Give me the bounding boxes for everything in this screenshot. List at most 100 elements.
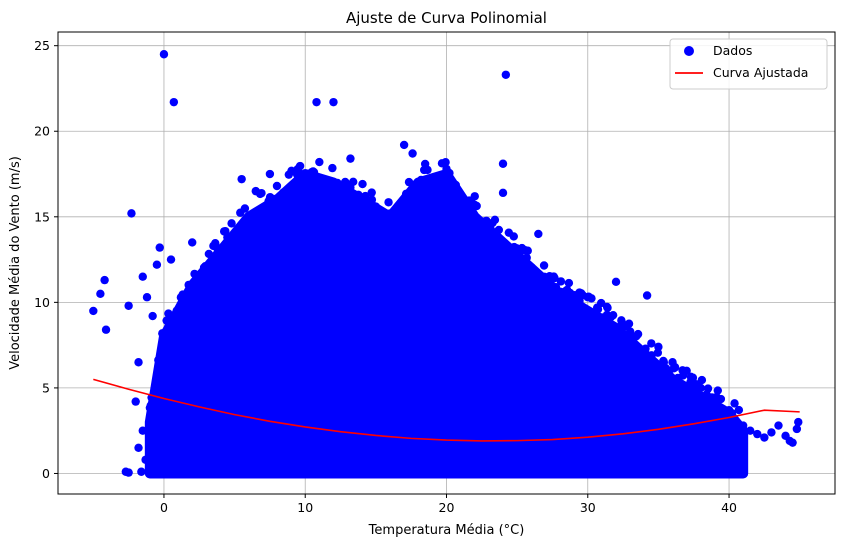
data-point: [377, 220, 386, 229]
data-point: [316, 179, 325, 189]
data-point: [420, 159, 430, 169]
data-point: [651, 365, 661, 374]
data-point: [463, 205, 472, 215]
data-point: [142, 293, 152, 302]
data-point: [451, 180, 460, 190]
data-point: [333, 190, 343, 200]
data-point: [181, 463, 191, 472]
data-point: [212, 465, 222, 475]
data-point: [676, 393, 685, 403]
data-point: [101, 325, 111, 334]
data-point: [358, 179, 367, 189]
data-point: [213, 247, 222, 256]
data-point: [131, 397, 140, 406]
data-point: [446, 196, 456, 206]
data-point: [417, 468, 426, 477]
data-point: [465, 468, 474, 477]
data-point: [309, 168, 319, 177]
data-point: [176, 305, 186, 314]
data-point: [682, 402, 692, 411]
data-point: [690, 401, 699, 411]
data-point: [165, 321, 175, 330]
data-point: [411, 181, 420, 190]
data-point: [498, 188, 508, 198]
data-point: [452, 191, 462, 201]
data-point: [315, 157, 324, 167]
data-point: [496, 241, 506, 251]
data-point: [496, 465, 505, 475]
data-point: [159, 50, 169, 59]
data-point: [520, 272, 529, 281]
data-point: [239, 464, 248, 473]
data-point: [270, 462, 280, 472]
data-point: [654, 342, 663, 352]
data-point: [237, 174, 246, 184]
legend-label-dados: Dados: [713, 43, 752, 58]
data-point: [251, 186, 260, 196]
data-point: [134, 443, 143, 452]
data-point: [442, 181, 451, 190]
data-point: [124, 301, 133, 310]
data-point: [293, 164, 303, 174]
data-point: [575, 296, 584, 305]
data-point: [188, 238, 197, 247]
data-point: [384, 198, 393, 207]
data-point: [572, 314, 582, 324]
data-point: [705, 462, 714, 471]
data-point: [559, 310, 569, 320]
data-point: [296, 465, 306, 474]
data-point: [127, 209, 136, 218]
data-point: [190, 269, 199, 279]
data-point: [134, 358, 143, 367]
data-point: [519, 464, 528, 473]
data-point: [355, 201, 365, 211]
data-point: [456, 204, 465, 213]
data-point: [385, 231, 394, 240]
data-point: [606, 334, 615, 343]
data-point: [570, 291, 579, 300]
data-point: [363, 207, 372, 216]
data-point: [682, 366, 691, 375]
data-point: [329, 97, 338, 107]
data-point: [673, 464, 682, 473]
data-point: [157, 467, 167, 477]
data-point: [691, 390, 700, 400]
data-point: [632, 466, 641, 475]
data-point: [561, 463, 570, 472]
data-point: [290, 193, 299, 203]
x-tick-label: 20: [439, 500, 455, 515]
data-point: [614, 346, 624, 356]
data-point: [527, 268, 536, 277]
data-point: [629, 343, 639, 352]
data-point: [357, 213, 367, 222]
data-point: [470, 200, 480, 210]
x-axis-ticks: 0 10 20 30 40: [160, 494, 737, 515]
data-point: [608, 310, 618, 320]
data-point: [146, 428, 155, 438]
data-point: [624, 463, 634, 472]
y-tick-label: 20: [34, 124, 50, 139]
x-tick-label: 30: [580, 500, 596, 515]
data-point: [178, 317, 187, 327]
y-tick-label: 0: [42, 466, 50, 481]
data-point: [399, 140, 409, 150]
data-point: [484, 222, 494, 231]
data-point: [404, 205, 413, 215]
data-point: [602, 310, 612, 320]
data-point: [240, 204, 250, 213]
data-point: [668, 358, 677, 367]
data-point: [760, 433, 769, 442]
data-point: [149, 404, 159, 414]
data-point: [450, 465, 460, 474]
data-point: [695, 411, 705, 421]
data-point: [307, 186, 316, 196]
data-point: [333, 178, 342, 188]
data-point: [145, 465, 155, 475]
data-point: [481, 464, 490, 473]
data-point: [662, 464, 671, 473]
fitted-curve-line: [93, 378, 800, 442]
data-point: [199, 263, 209, 272]
data-point: [190, 298, 200, 307]
y-axis-title: Velocidade Média do Vento (m/s): [8, 156, 23, 370]
data-point: [555, 291, 564, 300]
